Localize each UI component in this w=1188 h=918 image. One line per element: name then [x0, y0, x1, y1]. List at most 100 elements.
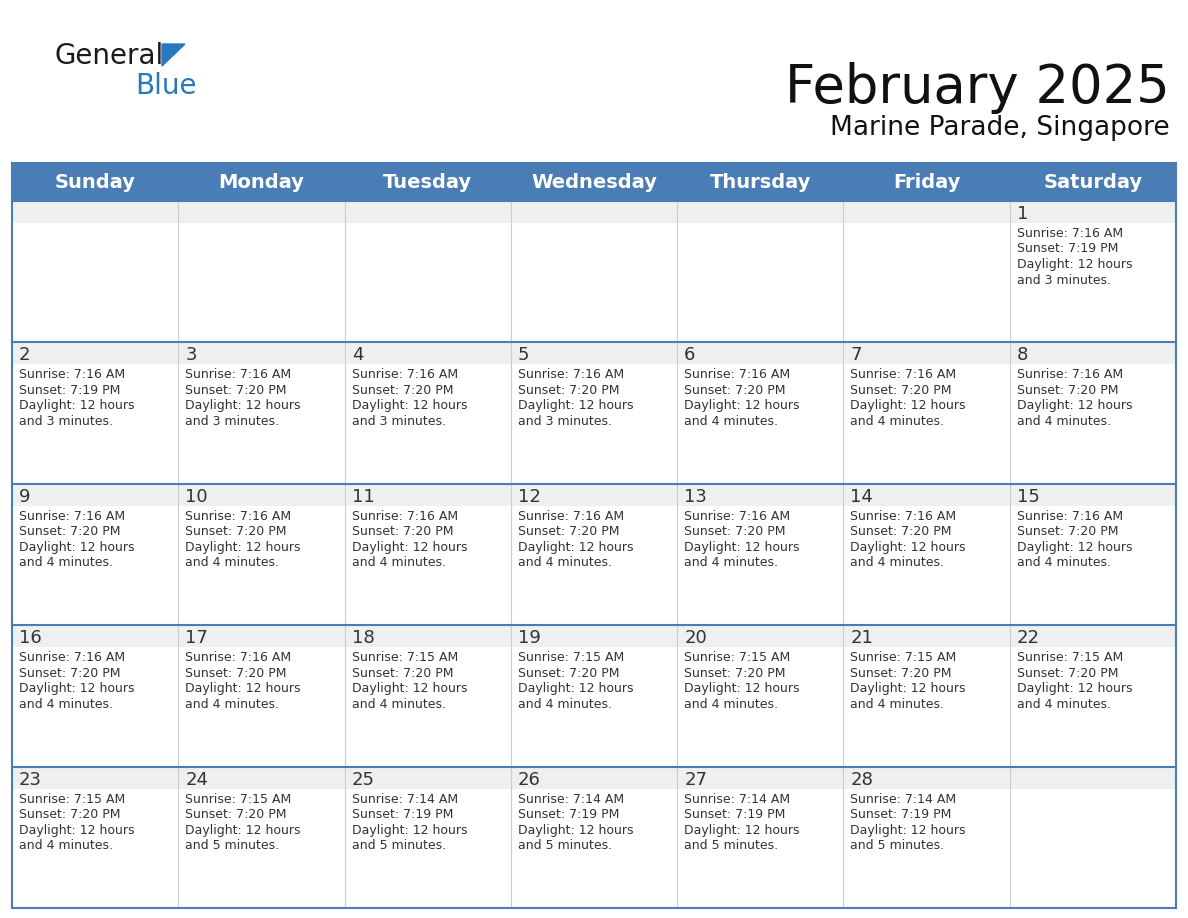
- Text: 4: 4: [352, 346, 364, 364]
- Text: Sunset: 7:20 PM: Sunset: 7:20 PM: [185, 525, 286, 538]
- Text: 9: 9: [19, 487, 31, 506]
- Text: Sunset: 7:19 PM: Sunset: 7:19 PM: [518, 808, 619, 821]
- Bar: [12, 767, 1176, 789]
- Text: Sunday: Sunday: [55, 173, 135, 192]
- Text: Sunrise: 7:15 AM: Sunrise: 7:15 AM: [684, 651, 790, 665]
- Text: Daylight: 12 hours: Daylight: 12 hours: [851, 541, 966, 554]
- Text: Sunrise: 7:16 AM: Sunrise: 7:16 AM: [1017, 509, 1123, 522]
- Text: 14: 14: [851, 487, 873, 506]
- Text: Sunset: 7:20 PM: Sunset: 7:20 PM: [518, 666, 619, 679]
- Text: Sunrise: 7:16 AM: Sunrise: 7:16 AM: [518, 368, 624, 381]
- Text: Sunrise: 7:16 AM: Sunrise: 7:16 AM: [19, 509, 125, 522]
- Text: and 4 minutes.: and 4 minutes.: [1017, 415, 1111, 428]
- Text: Daylight: 12 hours: Daylight: 12 hours: [851, 399, 966, 412]
- Text: Sunrise: 7:14 AM: Sunrise: 7:14 AM: [352, 792, 457, 806]
- Text: Sunrise: 7:16 AM: Sunrise: 7:16 AM: [352, 509, 457, 522]
- Bar: [12, 484, 1176, 625]
- Text: and 4 minutes.: and 4 minutes.: [851, 556, 944, 569]
- Text: 15: 15: [1017, 487, 1040, 506]
- Bar: [12, 767, 1176, 908]
- Bar: [12, 625, 1176, 647]
- Text: 28: 28: [851, 770, 873, 789]
- Text: Sunrise: 7:16 AM: Sunrise: 7:16 AM: [518, 509, 624, 522]
- Text: Sunset: 7:20 PM: Sunset: 7:20 PM: [352, 384, 453, 397]
- Text: Sunrise: 7:16 AM: Sunrise: 7:16 AM: [185, 509, 291, 522]
- Text: Daylight: 12 hours: Daylight: 12 hours: [185, 823, 301, 836]
- Text: and 4 minutes.: and 4 minutes.: [1017, 556, 1111, 569]
- Text: and 5 minutes.: and 5 minutes.: [684, 839, 778, 852]
- Text: Daylight: 12 hours: Daylight: 12 hours: [19, 823, 134, 836]
- Text: 22: 22: [1017, 629, 1040, 647]
- Text: and 4 minutes.: and 4 minutes.: [185, 556, 279, 569]
- Text: Sunset: 7:20 PM: Sunset: 7:20 PM: [518, 525, 619, 538]
- Text: Sunrise: 7:14 AM: Sunrise: 7:14 AM: [518, 792, 624, 806]
- Text: Sunrise: 7:14 AM: Sunrise: 7:14 AM: [684, 792, 790, 806]
- Text: Daylight: 12 hours: Daylight: 12 hours: [1017, 399, 1132, 412]
- Text: Sunset: 7:20 PM: Sunset: 7:20 PM: [19, 666, 120, 679]
- Text: Daylight: 12 hours: Daylight: 12 hours: [1017, 682, 1132, 695]
- Text: and 4 minutes.: and 4 minutes.: [851, 415, 944, 428]
- Text: Daylight: 12 hours: Daylight: 12 hours: [185, 399, 301, 412]
- Bar: [12, 342, 1176, 484]
- Text: Sunset: 7:19 PM: Sunset: 7:19 PM: [19, 384, 120, 397]
- Text: Marine Parade, Singapore: Marine Parade, Singapore: [830, 115, 1170, 141]
- Text: 19: 19: [518, 629, 541, 647]
- Text: General: General: [55, 42, 164, 70]
- Text: Daylight: 12 hours: Daylight: 12 hours: [684, 823, 800, 836]
- Text: Sunrise: 7:16 AM: Sunrise: 7:16 AM: [185, 651, 291, 665]
- Text: and 4 minutes.: and 4 minutes.: [684, 415, 778, 428]
- Text: Sunset: 7:20 PM: Sunset: 7:20 PM: [352, 525, 453, 538]
- Text: Sunrise: 7:16 AM: Sunrise: 7:16 AM: [851, 368, 956, 381]
- Text: Thursday: Thursday: [709, 173, 811, 192]
- Text: Sunrise: 7:15 AM: Sunrise: 7:15 AM: [1017, 651, 1123, 665]
- Text: Sunset: 7:20 PM: Sunset: 7:20 PM: [185, 384, 286, 397]
- Bar: [12, 625, 1176, 767]
- Text: Monday: Monday: [219, 173, 304, 192]
- Text: Daylight: 12 hours: Daylight: 12 hours: [185, 541, 301, 554]
- Text: 25: 25: [352, 770, 374, 789]
- Text: 11: 11: [352, 487, 374, 506]
- Text: 8: 8: [1017, 346, 1028, 364]
- Text: 13: 13: [684, 487, 707, 506]
- Text: Sunset: 7:19 PM: Sunset: 7:19 PM: [684, 808, 785, 821]
- Text: Daylight: 12 hours: Daylight: 12 hours: [851, 823, 966, 836]
- Text: Sunset: 7:20 PM: Sunset: 7:20 PM: [185, 666, 286, 679]
- Text: and 4 minutes.: and 4 minutes.: [851, 698, 944, 711]
- Text: 23: 23: [19, 770, 42, 789]
- Text: and 4 minutes.: and 4 minutes.: [185, 698, 279, 711]
- Text: February 2025: February 2025: [785, 62, 1170, 114]
- Text: Sunset: 7:19 PM: Sunset: 7:19 PM: [352, 808, 453, 821]
- Text: 26: 26: [518, 770, 541, 789]
- Text: Wednesday: Wednesday: [531, 173, 657, 192]
- Text: and 4 minutes.: and 4 minutes.: [518, 556, 612, 569]
- Text: and 3 minutes.: and 3 minutes.: [19, 415, 113, 428]
- Text: and 4 minutes.: and 4 minutes.: [352, 698, 446, 711]
- Text: Sunset: 7:20 PM: Sunset: 7:20 PM: [1017, 384, 1118, 397]
- Text: 1: 1: [1017, 205, 1028, 223]
- Text: and 3 minutes.: and 3 minutes.: [518, 415, 612, 428]
- Text: 12: 12: [518, 487, 541, 506]
- Text: 2: 2: [19, 346, 31, 364]
- Text: Friday: Friday: [893, 173, 960, 192]
- Text: Sunrise: 7:15 AM: Sunrise: 7:15 AM: [19, 792, 125, 806]
- Text: and 5 minutes.: and 5 minutes.: [851, 839, 944, 852]
- Text: Daylight: 12 hours: Daylight: 12 hours: [518, 541, 633, 554]
- Text: 21: 21: [851, 629, 873, 647]
- Text: Sunrise: 7:16 AM: Sunrise: 7:16 AM: [1017, 227, 1123, 240]
- Text: Sunset: 7:20 PM: Sunset: 7:20 PM: [684, 666, 785, 679]
- Text: Daylight: 12 hours: Daylight: 12 hours: [1017, 541, 1132, 554]
- Text: Sunrise: 7:15 AM: Sunrise: 7:15 AM: [851, 651, 956, 665]
- Text: Sunset: 7:20 PM: Sunset: 7:20 PM: [185, 808, 286, 821]
- Text: Daylight: 12 hours: Daylight: 12 hours: [851, 682, 966, 695]
- Bar: [12, 201, 1176, 223]
- Polygon shape: [162, 44, 185, 66]
- Text: and 4 minutes.: and 4 minutes.: [518, 698, 612, 711]
- Text: and 3 minutes.: and 3 minutes.: [185, 415, 279, 428]
- Text: Sunset: 7:20 PM: Sunset: 7:20 PM: [1017, 525, 1118, 538]
- Text: Sunrise: 7:16 AM: Sunrise: 7:16 AM: [352, 368, 457, 381]
- Text: and 4 minutes.: and 4 minutes.: [19, 839, 113, 852]
- Text: Sunset: 7:20 PM: Sunset: 7:20 PM: [19, 525, 120, 538]
- Text: 3: 3: [185, 346, 197, 364]
- Text: 20: 20: [684, 629, 707, 647]
- Text: Daylight: 12 hours: Daylight: 12 hours: [518, 682, 633, 695]
